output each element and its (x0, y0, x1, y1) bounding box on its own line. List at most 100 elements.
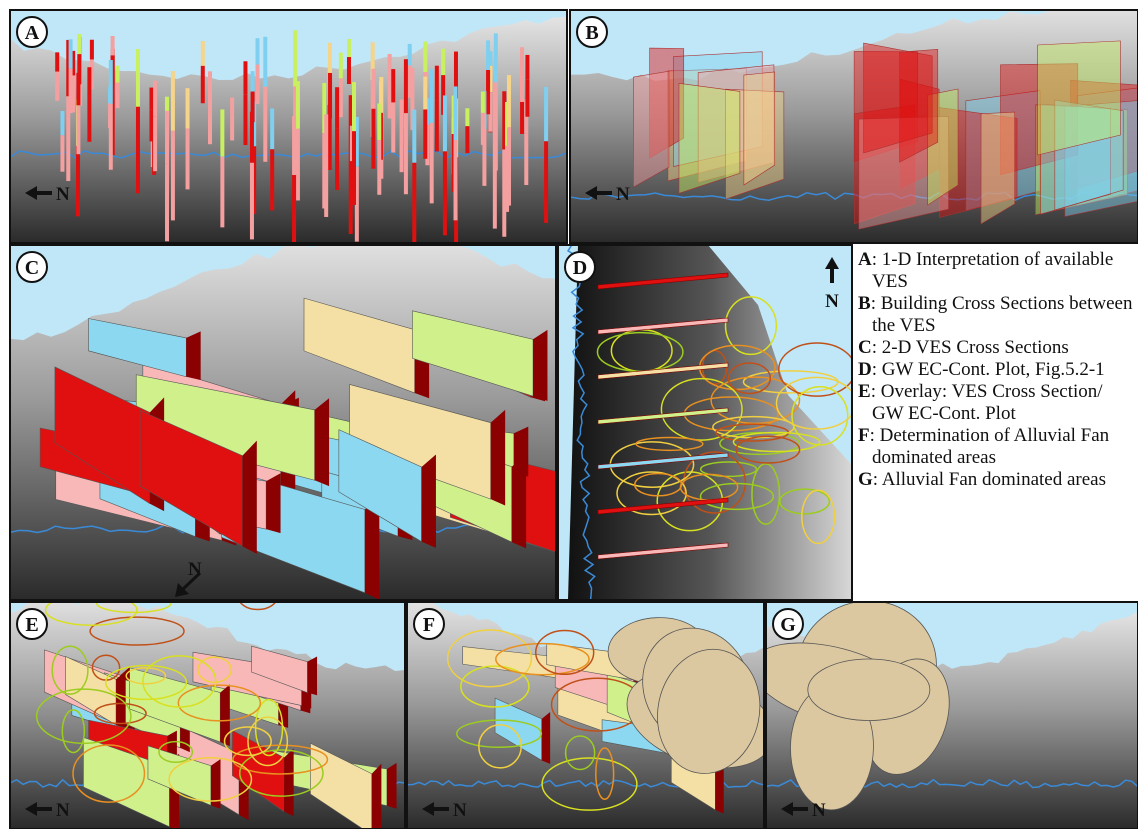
ves-bar (208, 100, 212, 144)
ves-bar (525, 80, 529, 117)
panel: FN (407, 600, 786, 829)
legend-entry: E: Overlay: VES Cross Section/ GW EC-Con… (858, 381, 1136, 425)
ves-bar (404, 59, 408, 113)
ves-bar (251, 71, 255, 91)
ves-bar (454, 86, 458, 140)
ves-bar (423, 109, 427, 158)
north-label: N (56, 800, 70, 821)
north-label: N (616, 184, 630, 205)
ves-bar (76, 73, 80, 106)
legend-key: C (858, 337, 872, 358)
ves-bar (292, 116, 296, 175)
ves-bar (408, 65, 412, 97)
ves-bar (412, 163, 416, 243)
cross-section-face (512, 454, 526, 548)
cross-section-face (422, 455, 436, 548)
panel-image (570, 5, 1138, 243)
ves-bar (430, 123, 434, 203)
legend-entry: A: 1-D Interpretation of available VES (858, 249, 1136, 293)
ves-bar (109, 104, 113, 170)
panel-letter: G (780, 614, 796, 636)
ves-bar (388, 80, 392, 119)
ves-bar (186, 129, 190, 190)
cross-section-face (242, 441, 256, 554)
ves-bar (136, 107, 140, 194)
ves-bar (328, 43, 332, 73)
north-label: N (825, 291, 839, 312)
ves-bar (520, 98, 524, 134)
panel-letter: F (423, 614, 435, 636)
ves-bar (76, 105, 80, 154)
ves-bar (324, 155, 328, 217)
ves-bar (524, 133, 528, 185)
legend-entry: G: Alluvial Fan dominated areas (858, 469, 1136, 491)
ves-bar (352, 131, 356, 205)
panel-image (407, 600, 786, 829)
ves-bar (77, 34, 81, 54)
ves-bar (371, 69, 375, 109)
ves-bar (335, 87, 339, 128)
ves-bar (481, 113, 485, 145)
ves-bar (465, 126, 469, 153)
ves-bar (371, 109, 375, 169)
ves-bar (243, 61, 247, 95)
ves-bar (391, 69, 395, 102)
cross-section-face (307, 657, 317, 696)
ves-bar (443, 95, 447, 151)
ves-bar (404, 113, 408, 194)
panel-image (10, 235, 640, 600)
ves-bar (111, 36, 115, 55)
ves-bar (136, 49, 140, 107)
ves-bar (230, 98, 234, 115)
ves-bar (347, 57, 351, 84)
ves-bar (465, 108, 469, 126)
cross-section-face (533, 330, 547, 401)
legend-key: G (858, 469, 873, 490)
ves-bar (493, 141, 497, 229)
ves-bar (339, 53, 343, 79)
ves-bar (324, 114, 328, 155)
ves-bar (116, 83, 120, 108)
ves-bar (435, 66, 439, 100)
cross-section (744, 72, 775, 185)
ves-bar (486, 40, 490, 70)
ves-bar (263, 87, 267, 162)
legend-text: : Building Cross Sections between the VE… (871, 293, 1133, 336)
ves-bar (60, 135, 64, 171)
ves-bar (230, 115, 234, 141)
cross-section (1038, 41, 1121, 155)
cross-section-face (387, 763, 397, 809)
ves-bar (55, 72, 59, 101)
cross-section (900, 49, 938, 162)
ves-bar (263, 37, 267, 87)
ves-bar (220, 109, 224, 156)
panel: AN (10, 10, 567, 263)
cross-section-face (491, 410, 505, 506)
ves-bar (443, 151, 447, 235)
legend-key: A (858, 249, 872, 270)
ves-bar (423, 42, 427, 73)
panel: CN (10, 235, 640, 600)
ves-bar (391, 102, 395, 152)
panel-image (10, 10, 567, 263)
ves-bar (507, 75, 511, 127)
cross-section-face (372, 764, 382, 829)
legend-text: : Overlay: VES Cross Section/ GW EC-Cont… (871, 381, 1103, 424)
ves-bar (250, 163, 254, 240)
ves-bar (116, 66, 120, 83)
ves-bar (186, 88, 190, 128)
ves-bar (493, 82, 497, 141)
ves-bar (171, 131, 175, 221)
ves-bar (153, 81, 157, 117)
north-label: N (188, 559, 202, 580)
panel-letter: C (25, 257, 39, 279)
ves-bar (339, 78, 343, 117)
ves-bar (525, 55, 529, 80)
legend-text: : 1-D Interpretation of available VES (872, 249, 1114, 292)
ves-bar (293, 30, 297, 86)
ves-bar (55, 52, 59, 71)
ves-bar (352, 82, 356, 131)
cross-section-face (266, 473, 280, 533)
ves-bar (60, 111, 64, 135)
